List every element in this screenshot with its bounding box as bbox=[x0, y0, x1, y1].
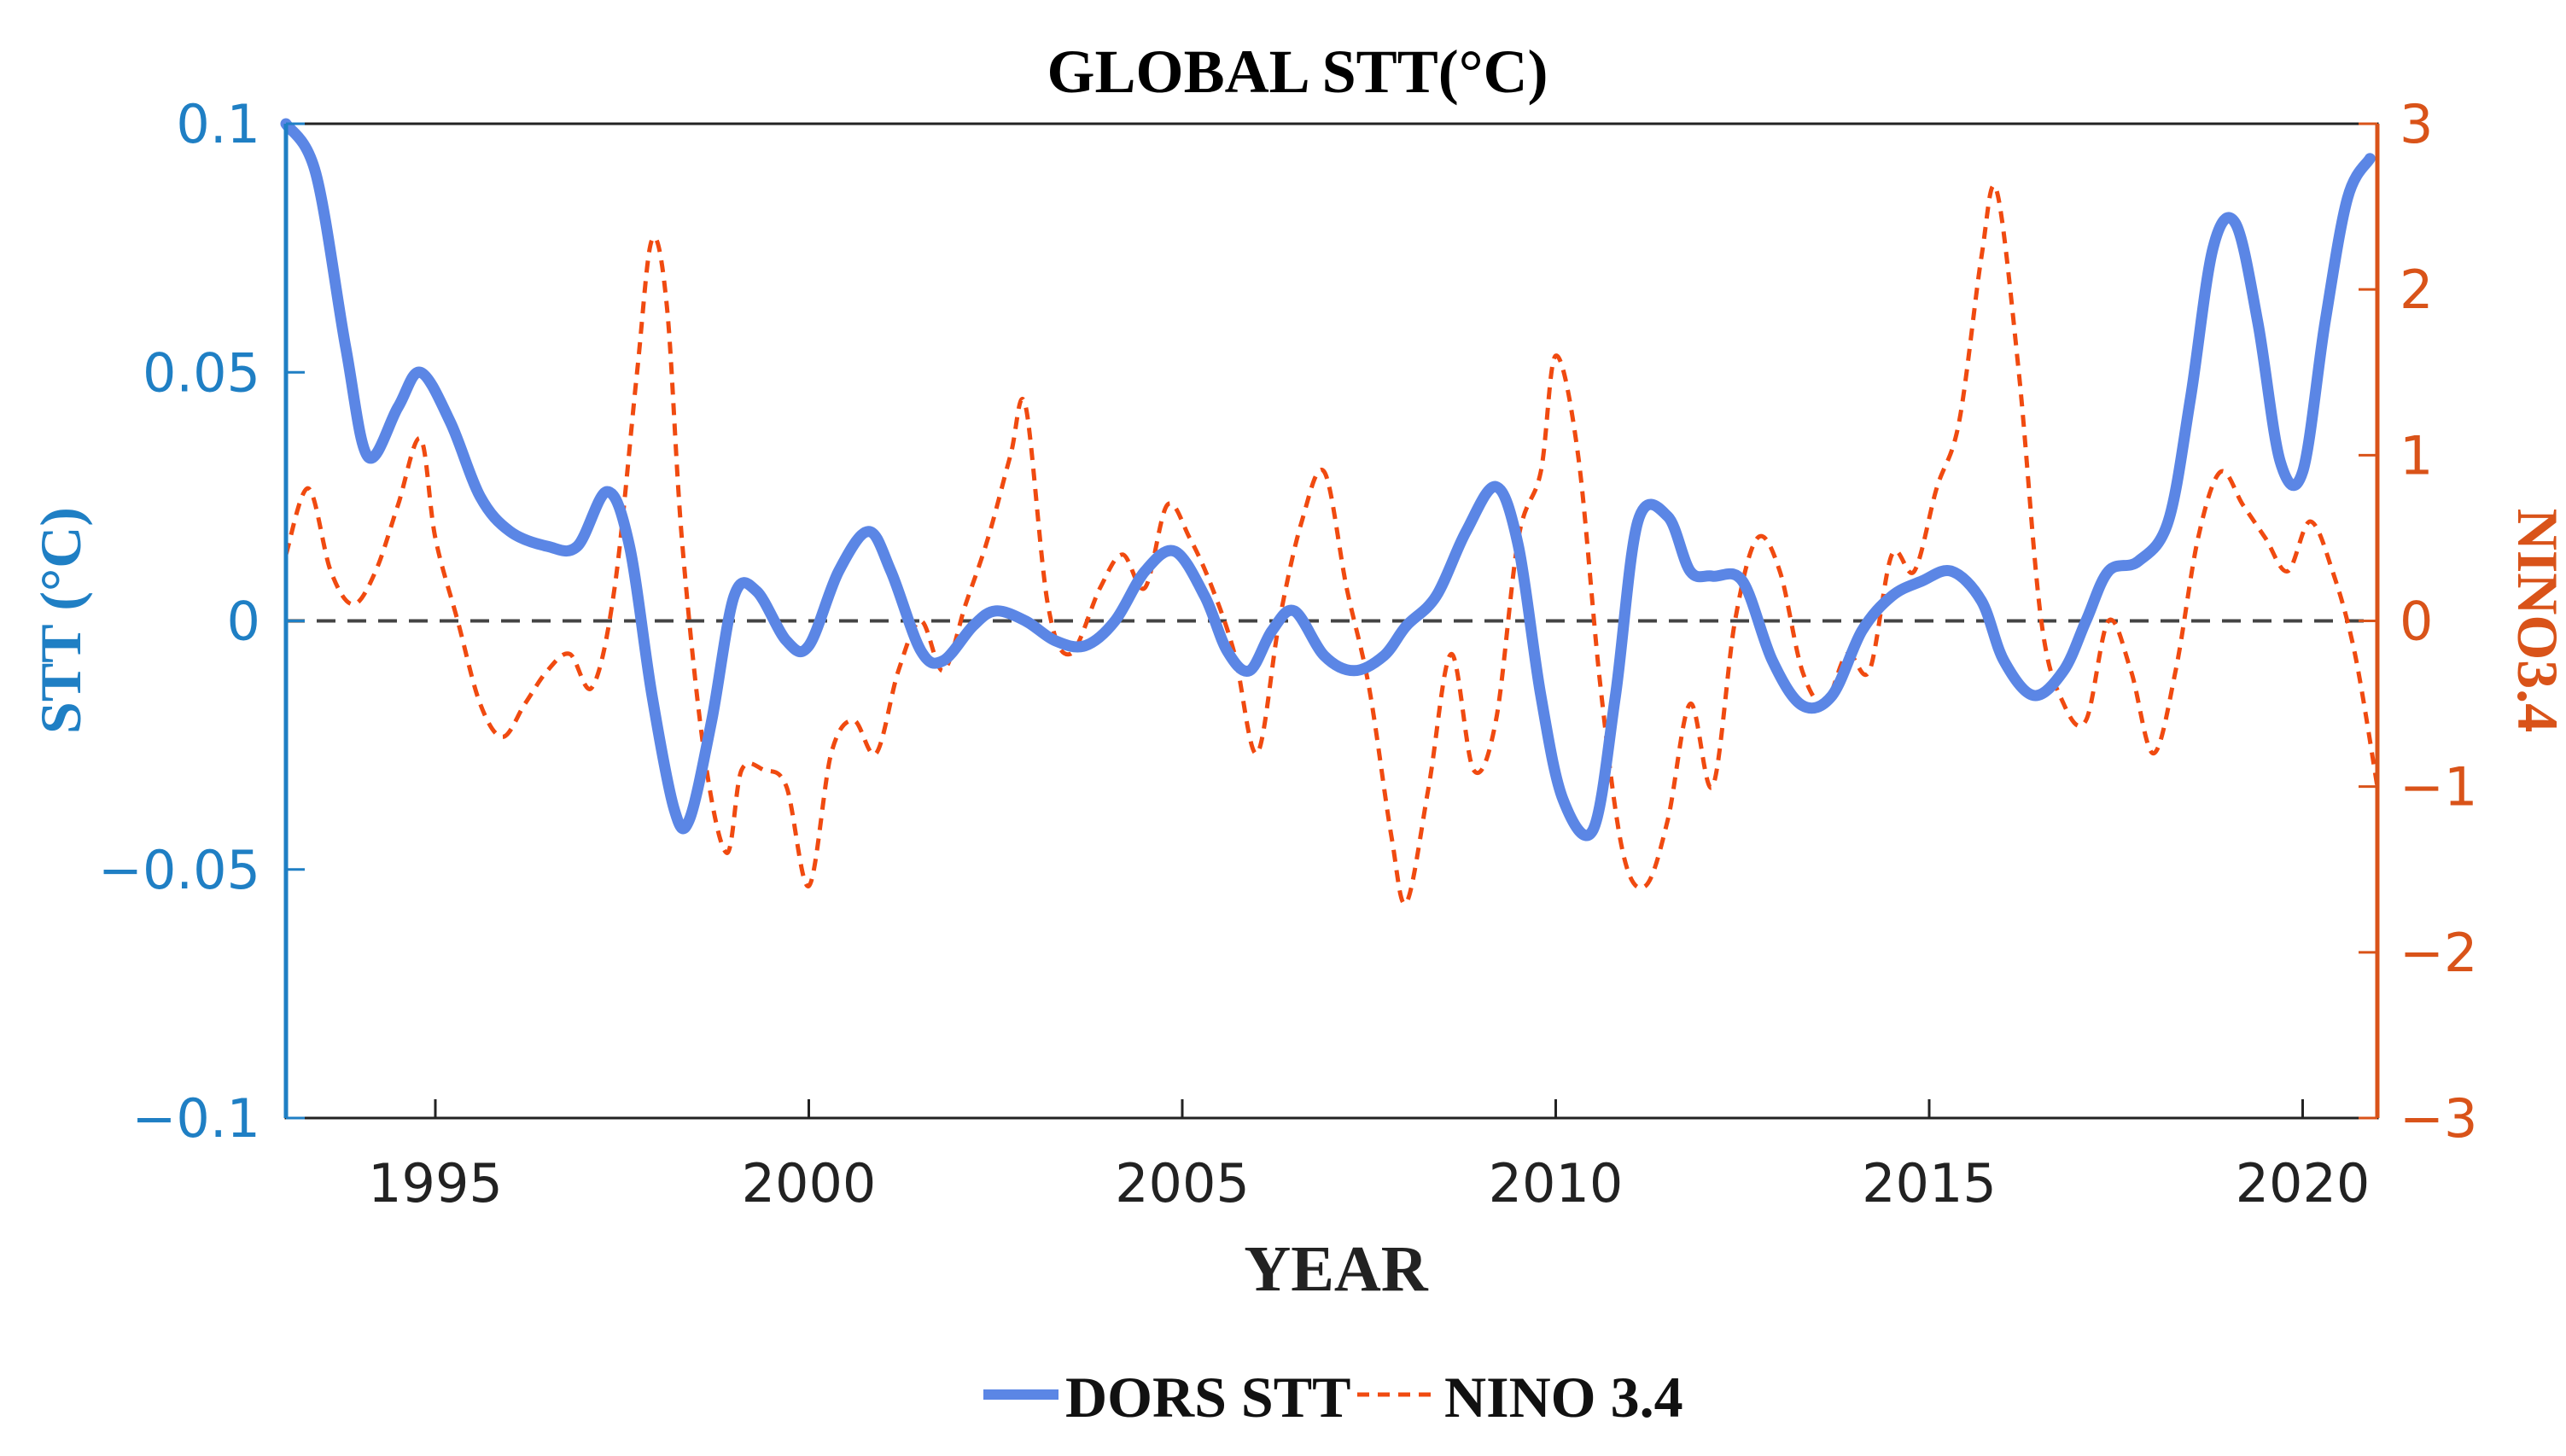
right-tick-label: −2 bbox=[2400, 922, 2477, 984]
right-tick-label: 2 bbox=[2400, 259, 2433, 321]
x-tick-label: 2015 bbox=[1862, 1152, 1997, 1214]
x-axis-ticks: 1995 2000 2005 2010 2015 2020 bbox=[368, 1099, 2370, 1214]
right-y-axis-ticks: 3 2 1 0 −1 −2 −3 bbox=[2359, 93, 2477, 1150]
left-tick-label: 0.05 bbox=[143, 341, 260, 404]
right-y-axis-label: NINO3.4 bbox=[2505, 509, 2566, 733]
nino-series-group bbox=[283, 183, 2380, 906]
left-tick-label: 0.1 bbox=[176, 93, 260, 155]
left-tick-label: −0.1 bbox=[131, 1087, 260, 1150]
right-tick-label: −3 bbox=[2400, 1087, 2477, 1150]
x-tick-label: 2020 bbox=[2236, 1152, 2371, 1214]
legend-dors-label: DORS STT bbox=[1065, 1365, 1350, 1430]
x-tick-label: 2005 bbox=[1115, 1152, 1250, 1214]
nino-series-line bbox=[283, 183, 2380, 906]
chart-title: GLOBAL STT(°C) bbox=[1047, 38, 1548, 106]
x-tick-label: 1995 bbox=[368, 1152, 503, 1214]
legend: DORS STT NINO 3.4 bbox=[983, 1365, 1683, 1430]
legend-nino-label: NINO 3.4 bbox=[1444, 1365, 1683, 1430]
right-tick-label: 1 bbox=[2400, 424, 2433, 486]
x-tick-label: 2000 bbox=[742, 1152, 877, 1214]
right-tick-label: 3 bbox=[2400, 93, 2433, 155]
right-tick-label: 0 bbox=[2400, 591, 2433, 653]
right-tick-label: −1 bbox=[2400, 756, 2477, 818]
left-tick-label: −0.05 bbox=[98, 839, 260, 901]
left-y-axis-label: STT (°C) bbox=[28, 507, 93, 734]
left-y-axis-ticks: 0.1 0.05 0 −0.05 −0.1 bbox=[98, 93, 305, 1150]
left-tick-label: 0 bbox=[227, 591, 260, 653]
x-tick-label: 2010 bbox=[1489, 1152, 1624, 1214]
x-axis-label: YEAR bbox=[1244, 1233, 1428, 1305]
dors-series-group bbox=[280, 118, 2376, 842]
dors-series-line bbox=[280, 118, 2376, 842]
